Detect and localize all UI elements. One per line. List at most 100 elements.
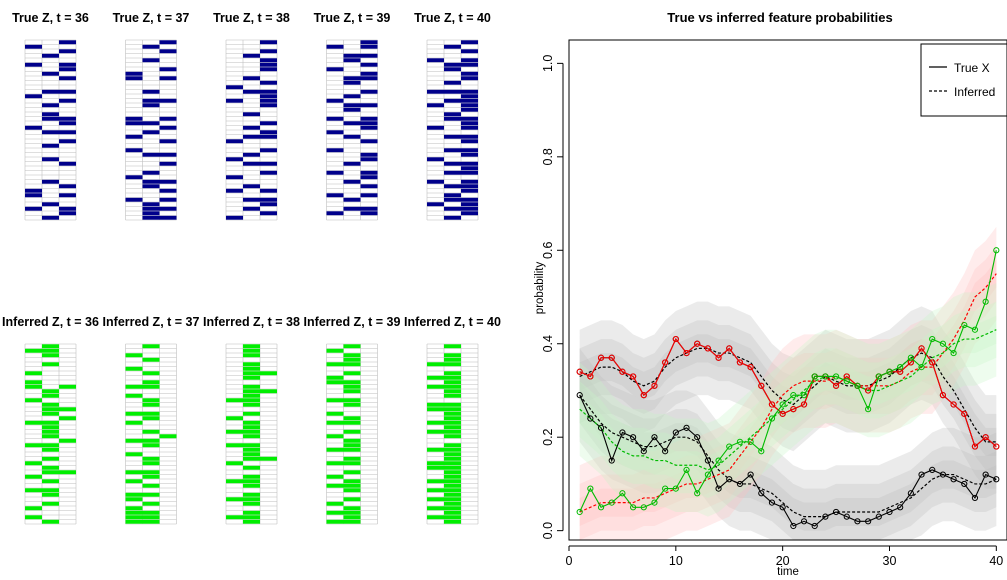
inferred-z-panel: Inferred Z, t = 40 <box>404 315 501 525</box>
matrix-cell-on <box>461 188 478 193</box>
matrix-cell-on <box>125 116 143 121</box>
matrix-cell-on <box>326 398 344 403</box>
true-point <box>694 490 701 497</box>
matrix-cell-on <box>59 416 76 421</box>
true-z-panel: True Z, t = 36 <box>12 11 89 221</box>
true-point <box>672 429 679 436</box>
matrix-cell-on <box>343 80 361 85</box>
matrix-cell-on <box>42 402 59 407</box>
y-tick-label: 0.0 <box>541 522 555 539</box>
matrix-cell-on <box>42 447 59 452</box>
matrix-cell-on <box>461 166 478 171</box>
true-point <box>704 345 711 352</box>
matrix-cell-on <box>159 98 177 103</box>
matrix-cell-on <box>427 420 444 425</box>
true-point <box>897 364 904 371</box>
matrix-cell-on <box>42 116 59 121</box>
matrix-cell-on <box>326 501 344 506</box>
matrix-cell-on <box>444 465 461 470</box>
matrix-cell-on <box>25 515 42 520</box>
matrix-cell-on <box>444 197 461 202</box>
matrix-cell-on <box>444 429 461 434</box>
matrix-cell-on <box>260 67 277 72</box>
matrix-cell-on <box>25 206 42 211</box>
matrix-cell-on <box>25 474 42 479</box>
matrix-cell-on <box>59 62 76 67</box>
true-point <box>608 354 615 361</box>
matrix-cell-on <box>243 353 260 358</box>
true-point <box>736 480 744 488</box>
matrix-cell-on <box>360 103 378 108</box>
true-point <box>587 415 594 422</box>
matrix-cell-on <box>142 357 160 362</box>
z-matrix-panels: True Z, t = 36 True Z, t = 37 True Z, t = … <box>2 11 501 525</box>
matrix-cell-on <box>461 179 478 184</box>
true-point <box>843 373 850 380</box>
matrix-cell-on <box>260 40 277 45</box>
matrix-cell-on <box>159 188 177 193</box>
matrix-cell-on <box>243 134 260 139</box>
true-point <box>629 434 637 441</box>
matrix-cell-on <box>226 429 243 434</box>
matrix-cell-on <box>326 510 344 515</box>
matrix-cell-on <box>360 89 378 94</box>
matrix-cell-on <box>343 515 361 520</box>
true-point <box>907 359 914 366</box>
inferred-z-panel-title: Inferred Z, t = 38 <box>203 315 300 329</box>
inferred-line <box>579 394 997 518</box>
matrix-cell-on <box>243 425 260 430</box>
matrix-cell-on <box>326 130 344 135</box>
matrix-cell-on <box>243 510 260 515</box>
matrix-cell-on <box>461 94 478 99</box>
true-point <box>597 424 605 431</box>
matrix-cell-on <box>444 89 461 94</box>
matrix-cell-on <box>42 429 59 434</box>
matrix-cell-on <box>461 40 478 45</box>
matrix-cell-on <box>260 202 277 207</box>
matrix-cell-on <box>125 519 143 524</box>
matrix-cell-on <box>25 461 42 466</box>
matrix-cell-on <box>360 125 378 130</box>
x-tick-label: 20 <box>776 554 790 568</box>
matrix-cell-on <box>59 407 76 412</box>
matrix-cell-on <box>461 107 478 112</box>
true-point <box>897 504 904 511</box>
matrix-cell-on <box>226 461 243 466</box>
true-point <box>736 359 744 366</box>
matrix-cell-on <box>427 506 444 511</box>
matrix-cell-on <box>159 40 177 45</box>
chart-title: True vs inferred feature probabilities <box>667 10 892 25</box>
matrix-cell-on <box>59 121 76 126</box>
matrix-cell-on <box>226 215 243 220</box>
x-tick-label: 0 <box>566 554 573 568</box>
matrix-cell-on <box>260 188 277 193</box>
matrix-cell-on <box>360 184 378 189</box>
matrix-cell-on <box>343 443 361 448</box>
true-point <box>651 434 658 441</box>
matrix-cell-on <box>142 206 160 211</box>
matrix-cell-on <box>360 71 378 76</box>
matrix-cell-on <box>59 206 76 211</box>
matrix-cell-on <box>142 438 160 443</box>
matrix-cell-on <box>25 348 42 353</box>
matrix-cell-on <box>25 62 42 67</box>
matrix-cell-on <box>226 157 243 162</box>
matrix-cell-on <box>142 170 160 175</box>
matrix-cell-on <box>461 202 478 207</box>
matrix-cell-on <box>326 434 344 439</box>
matrix-cell-on <box>243 398 260 403</box>
matrix-cell-on <box>444 215 461 220</box>
confidence-band <box>579 381 997 531</box>
matrix-cell-on <box>142 519 160 524</box>
true-point <box>897 368 904 375</box>
matrix-cell-on <box>444 98 461 103</box>
matrix-cell-on <box>243 161 260 166</box>
matrix-cell-on <box>142 474 160 479</box>
matrix-cell-on <box>260 456 277 461</box>
matrix-cell-on <box>444 515 461 520</box>
matrix-cell-on <box>159 206 177 211</box>
true-z-panel-title: True Z, t = 40 <box>414 11 491 25</box>
true-point <box>726 476 733 483</box>
matrix-cell-on <box>59 130 76 135</box>
matrix-cell-on <box>260 170 277 175</box>
